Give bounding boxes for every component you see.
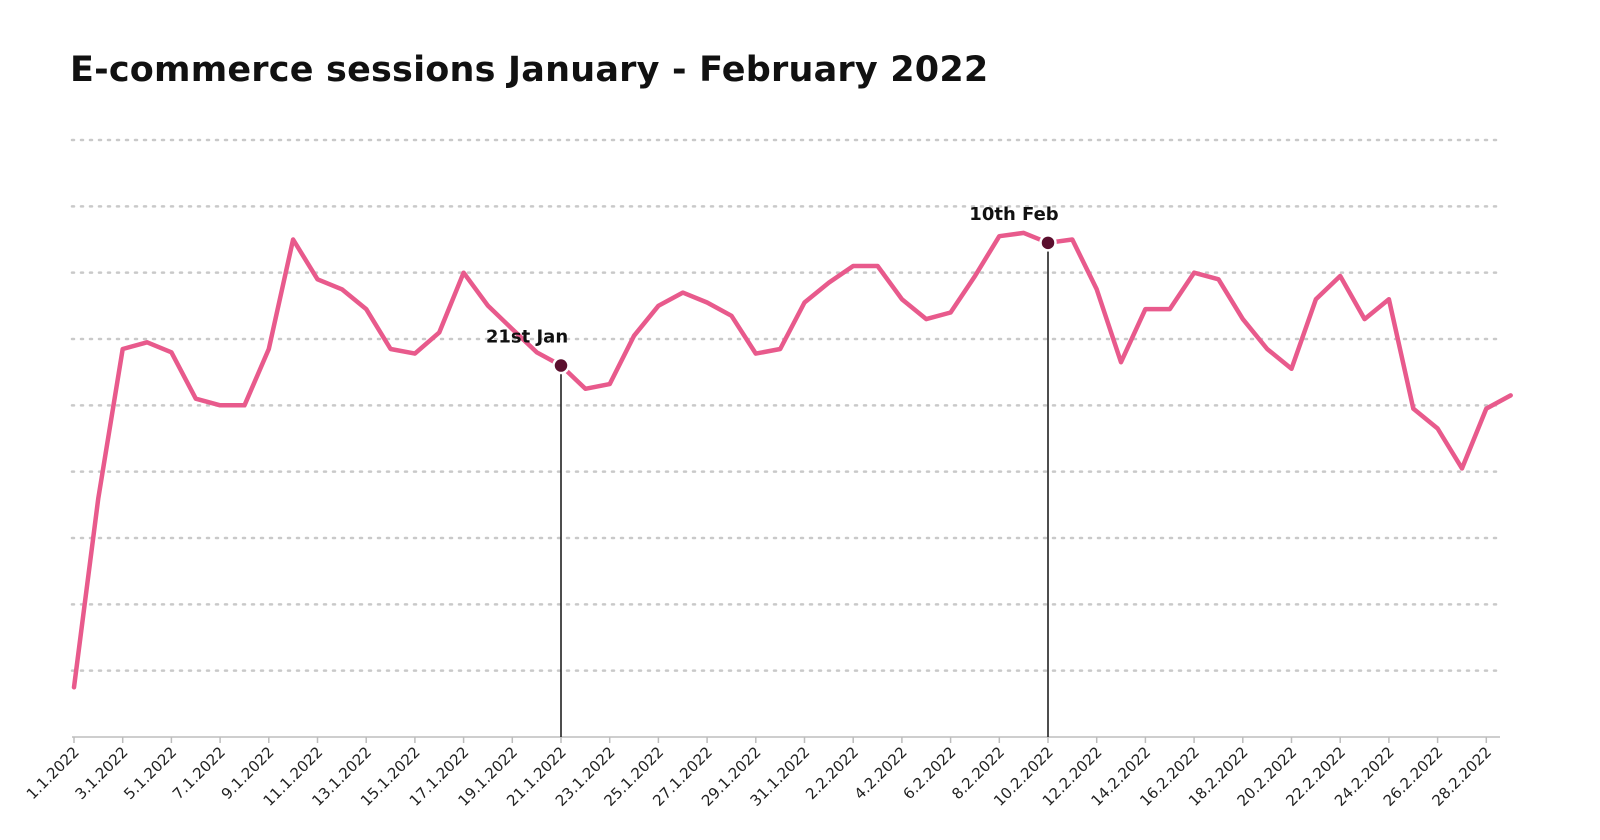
x-axis: 1.1.20223.1.20225.1.20227.1.20229.1.2022… xyxy=(23,736,1500,810)
annotation-marker xyxy=(1039,234,1057,252)
x-tick-label: 6.2.2022 xyxy=(899,743,959,803)
x-tick-label: 7.1.2022 xyxy=(169,743,229,803)
x-tick-label: 1.1.2022 xyxy=(23,743,83,803)
chart-title: E-commerce sessions January - February 2… xyxy=(70,50,989,90)
annotation-label: 10th Feb xyxy=(969,204,1059,225)
x-tick-label: 3.1.2022 xyxy=(72,743,132,803)
annotation-label: 21st Jan xyxy=(486,327,568,348)
annotation-marker xyxy=(552,356,570,375)
series-line xyxy=(71,230,1513,690)
gridlines xyxy=(70,138,1502,672)
series-layer xyxy=(71,230,1513,690)
x-tick-label: 5.1.2022 xyxy=(120,743,180,803)
x-tick-label: 4.2.2022 xyxy=(851,743,911,803)
annotations: 21st Jan 10th Feb xyxy=(486,204,1059,375)
x-tick-label: 2.2.2022 xyxy=(802,743,862,803)
annotation-lines xyxy=(560,242,1049,737)
